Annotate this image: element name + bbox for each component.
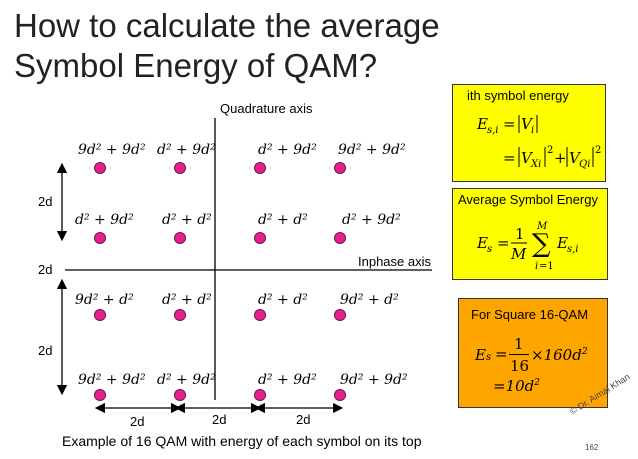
symbol-energy-label: d² + 9d²	[75, 212, 134, 228]
square-16qam-denominator: 16	[510, 357, 530, 375]
svg-text:1: 1	[515, 225, 525, 243]
average-symbol-energy-formula: E s = 1 M M ∑ i =1 E s,i	[476, 221, 579, 272]
svg-text:M: M	[536, 221, 548, 232]
svg-text:V: V	[521, 115, 534, 133]
constellation-point	[254, 309, 266, 321]
symbol-energy-label: d² + d²	[162, 212, 212, 228]
symbol-energy-label: d² + d²	[258, 212, 308, 228]
svg-text:E: E	[476, 234, 488, 252]
ith-symbol-energy-heading: ith symbol energy	[467, 88, 569, 103]
symbol-energy-label: 9d² + 9d²	[340, 372, 408, 388]
page-number: 162	[585, 443, 599, 452]
svg-text:V: V	[569, 149, 582, 167]
svg-text:E: E	[556, 234, 568, 252]
svg-text:=: =	[503, 115, 516, 133]
svg-text:Xi: Xi	[530, 159, 541, 170]
symbol-energy-label: d² + d²	[162, 292, 212, 308]
svg-text:E: E	[476, 115, 488, 133]
constellation-point	[94, 232, 106, 244]
constellation-point	[174, 309, 186, 321]
svg-text:+: +	[554, 149, 567, 167]
symbol-energy-label: 9d² + d²	[340, 292, 399, 308]
symbol-energy-label: d² + 9d²	[157, 142, 216, 158]
square-16qam-heading: For Square 16-QAM	[471, 307, 589, 322]
average-symbol-energy-heading: Average Symbol Energy	[458, 192, 598, 207]
symbol-energy-label: 9d² + 9d²	[338, 142, 406, 158]
constellation-point	[174, 232, 186, 244]
svg-text:Qi: Qi	[579, 159, 590, 170]
ith-symbol-energy-formula: E s,i = V i = V Xi 2 + V Qi 2	[476, 115, 601, 170]
square-16qam-equals: =	[495, 345, 508, 363]
square-16qam-product: ×160d2	[531, 346, 588, 364]
inphase-axis-label: Inphase axis	[358, 254, 431, 269]
constellation-point	[334, 309, 346, 321]
constellation-point	[174, 162, 186, 174]
square-16qam-box: For Square 16-QAM Es = 1 16 ×160d2 =10d2	[458, 298, 608, 408]
spacing-label-bottom-2: 2d	[212, 412, 227, 427]
svg-text:=: =	[503, 149, 516, 167]
svg-text:V: V	[521, 149, 534, 167]
spacing-label-left-mid: 2d	[38, 262, 53, 277]
svg-text:s: s	[487, 244, 492, 255]
constellation-point	[254, 162, 266, 174]
spacing-label-bottom-1: 2d	[130, 414, 145, 429]
constellation-point	[254, 389, 266, 401]
constellation-point	[334, 389, 346, 401]
square-16qam-result: =10d2	[493, 377, 540, 395]
square-16qam-numerator: 1	[514, 335, 524, 353]
symbol-energy-label: d² + 9d²	[258, 372, 317, 388]
constellation-point	[94, 389, 106, 401]
svg-text:2: 2	[595, 145, 601, 156]
svg-text:s,i: s,i	[487, 125, 499, 136]
symbol-energy-label: 9d² + 9d²	[78, 372, 146, 388]
symbol-energy-label: d² + 9d²	[258, 142, 317, 158]
svg-text:=: =	[497, 234, 510, 252]
spacing-label-left-top: 2d	[38, 194, 53, 209]
svg-text:i: i	[535, 261, 538, 272]
quadrature-axis-label: Quadrature axis	[220, 101, 313, 116]
average-symbol-energy-box: Average Symbol Energy E s = 1 M M ∑ i =1…	[452, 188, 608, 280]
symbol-energy-label: d² + d²	[258, 292, 308, 308]
constellation-point	[174, 389, 186, 401]
spacing-label-bottom-3: 2d	[296, 412, 311, 427]
spacing-label-left-bottom: 2d	[38, 343, 53, 358]
slide-title: How to calculate the average Symbol Ener…	[14, 7, 440, 84]
svg-text:s,i: s,i	[567, 244, 579, 255]
constellation-point	[334, 162, 346, 174]
square-16qam-es-symbol: Es	[475, 346, 492, 364]
constellation-point	[254, 232, 266, 244]
constellation-point	[334, 232, 346, 244]
symbol-energy-label: 9d² + d²	[75, 292, 134, 308]
constellation-point	[94, 309, 106, 321]
svg-text:∑: ∑	[532, 229, 551, 259]
svg-text:2: 2	[547, 145, 553, 156]
svg-text:=1: =1	[539, 261, 554, 272]
symbol-energy-label: d² + 9d²	[342, 212, 401, 228]
diagram-caption: Example of 16 QAM with energy of each sy…	[62, 433, 422, 449]
svg-text:M: M	[510, 245, 527, 263]
symbol-energy-label: d² + 9d²	[157, 372, 216, 388]
symbol-energy-label: 9d² + 9d²	[78, 142, 146, 158]
ith-symbol-energy-box: ith symbol energy E s,i = V i = V Xi 2 +…	[452, 84, 606, 182]
svg-text:i: i	[531, 125, 534, 136]
constellation-point	[94, 162, 106, 174]
square-16qam-fraction-bar	[509, 354, 529, 355]
